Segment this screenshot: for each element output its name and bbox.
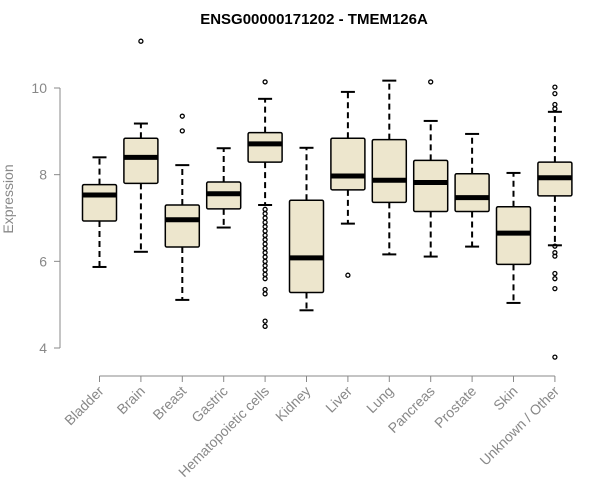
iqr-box bbox=[330, 137, 366, 191]
box-breast bbox=[164, 113, 201, 301]
outlier-point bbox=[262, 291, 268, 297]
outlier-point bbox=[552, 90, 558, 97]
box-prostate bbox=[454, 132, 490, 248]
outlier-point bbox=[552, 276, 558, 282]
box-series bbox=[81, 38, 573, 360]
outlier-point bbox=[262, 245, 268, 251]
outlier-point bbox=[262, 211, 268, 217]
outlier-point bbox=[552, 84, 558, 90]
outlier-point bbox=[262, 219, 268, 225]
box-pancreas bbox=[412, 79, 449, 258]
outlier-point bbox=[262, 237, 268, 243]
outlier-point bbox=[552, 253, 558, 259]
outlier-point bbox=[552, 354, 558, 360]
outlier-point bbox=[552, 101, 558, 108]
iqr-box bbox=[454, 173, 490, 213]
outlier-point bbox=[262, 215, 268, 221]
iqr-box bbox=[81, 183, 118, 222]
outlier-point bbox=[262, 232, 268, 238]
outlier-point bbox=[262, 254, 268, 260]
outlier-point bbox=[262, 258, 268, 264]
box-hematopoietic-cells bbox=[247, 79, 283, 329]
outlier-point bbox=[262, 286, 268, 293]
y-tick-label: 8 bbox=[39, 167, 47, 183]
x-tick-label: Unknown / Other bbox=[476, 383, 562, 469]
outlier-point bbox=[262, 228, 268, 234]
x-tick-label: Brain bbox=[114, 383, 148, 417]
x-tick-label: Kidney bbox=[272, 383, 314, 425]
outlier-point bbox=[262, 263, 268, 269]
x-tick-label: Prostate bbox=[431, 383, 479, 431]
outlier-point bbox=[552, 285, 558, 292]
box-brain bbox=[123, 38, 159, 253]
iqr-box bbox=[123, 137, 159, 185]
outlier-point bbox=[262, 250, 268, 256]
outlier-point bbox=[262, 267, 268, 273]
box-unknown-other bbox=[537, 84, 573, 360]
outlier-point bbox=[262, 318, 268, 324]
outlier-point bbox=[262, 276, 268, 282]
box-liver bbox=[330, 90, 366, 278]
outlier-point bbox=[138, 38, 144, 44]
box-skin bbox=[495, 171, 532, 304]
y-tick-label: 10 bbox=[31, 80, 47, 96]
x-tick-label: Liver bbox=[322, 383, 355, 416]
x-tick-label: Bladder bbox=[61, 383, 107, 429]
outlier-point bbox=[345, 272, 351, 278]
outlier-point bbox=[552, 243, 558, 249]
outlier-point bbox=[428, 79, 434, 85]
iqr-box bbox=[412, 159, 449, 213]
outlier-point bbox=[552, 106, 558, 112]
outlier-point bbox=[262, 271, 268, 277]
x-tick-label: Breast bbox=[149, 383, 189, 423]
outlier-point bbox=[262, 323, 268, 329]
box-lung bbox=[371, 79, 408, 256]
iqr-box bbox=[247, 131, 283, 163]
outlier-point bbox=[552, 270, 558, 277]
outlier-point bbox=[179, 128, 185, 134]
box-kidney bbox=[288, 146, 325, 312]
outlier-point bbox=[262, 206, 268, 212]
iqr-box bbox=[288, 199, 325, 294]
x-tick-label: Skin bbox=[490, 383, 521, 414]
box-gastric bbox=[205, 147, 242, 229]
box-bladder bbox=[81, 156, 118, 268]
y-tick-label: 6 bbox=[39, 253, 47, 269]
chart-title: ENSG00000171202 - TMEM126A bbox=[200, 11, 428, 28]
outlier-point bbox=[262, 241, 268, 247]
iqr-box bbox=[371, 138, 408, 204]
y-axis-label: Expression bbox=[0, 164, 16, 233]
x-tick-label: Lung bbox=[363, 383, 396, 416]
y-axis: 4 6 8 10 bbox=[31, 80, 61, 356]
outlier-point bbox=[262, 224, 268, 230]
y-tick-label: 4 bbox=[39, 340, 47, 356]
iqr-box bbox=[164, 204, 201, 248]
outlier-point bbox=[179, 113, 185, 119]
outlier-point bbox=[262, 79, 268, 85]
